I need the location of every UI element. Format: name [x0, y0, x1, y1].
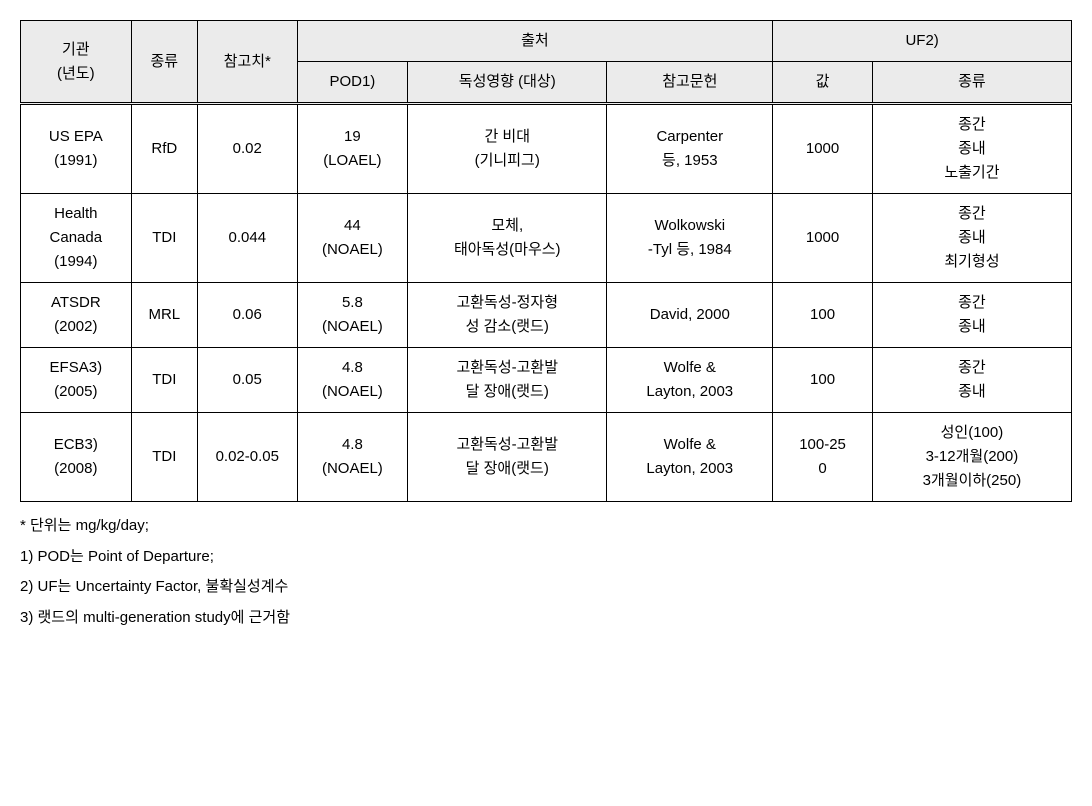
cell-org: EFSA3)(2005) — [21, 348, 132, 413]
header-ufval: 값 — [773, 62, 873, 104]
cell-ufval: 100 — [773, 348, 873, 413]
cell-tox: 간 비대(기니피그) — [408, 104, 607, 194]
header-type: 종류 — [131, 21, 197, 104]
cell-type: TDI — [131, 348, 197, 413]
cell-uftype: 종간종내최기형성 — [872, 194, 1071, 283]
footnote: 3) 랫드의 multi-generation study에 근거함 — [20, 604, 1072, 633]
cell-type: TDI — [131, 413, 197, 502]
table-row: ECB3)(2008) TDI 0.02-0.05 4.8(NOAEL) 고환독… — [21, 413, 1072, 502]
cell-type: MRL — [131, 283, 197, 348]
cell-cite: Wolfe &Layton, 2003 — [607, 413, 773, 502]
cell-org: HealthCanada(1994) — [21, 194, 132, 283]
cell-ref: 0.06 — [198, 283, 298, 348]
header-org: 기관(년도) — [21, 21, 132, 104]
cell-tox: 모체,태아독성(마우스) — [408, 194, 607, 283]
cell-uftype: 종간종내 — [872, 348, 1071, 413]
table-row: HealthCanada(1994) TDI 0.044 44(NOAEL) 모… — [21, 194, 1072, 283]
cell-ref: 0.044 — [198, 194, 298, 283]
header-pod: POD1) — [297, 62, 408, 104]
cell-org: ATSDR(2002) — [21, 283, 132, 348]
cell-pod: 4.8(NOAEL) — [297, 348, 408, 413]
cell-ufval: 1000 — [773, 194, 873, 283]
cell-pod: 5.8(NOAEL) — [297, 283, 408, 348]
cell-type: TDI — [131, 194, 197, 283]
cell-ref: 0.02-0.05 — [198, 413, 298, 502]
table-body: US EPA(1991) RfD 0.02 19(LOAEL) 간 비대(기니피… — [21, 104, 1072, 502]
cell-tox: 고환독성-고환발달 장애(랫드) — [408, 348, 607, 413]
footnote: 2) UF는 Uncertainty Factor, 불확실성계수 — [20, 573, 1072, 602]
table-row: ATSDR(2002) MRL 0.06 5.8(NOAEL) 고환독성-정자형… — [21, 283, 1072, 348]
header-tox: 독성영향 (대상) — [408, 62, 607, 104]
cell-cite: Wolkowski-Tyl 등, 1984 — [607, 194, 773, 283]
cell-cite: Carpenter등, 1953 — [607, 104, 773, 194]
data-table: 기관(년도) 종류 참고치* 출처 UF2) POD1) 독성영향 (대상) 참… — [20, 20, 1072, 502]
cell-cite: David, 2000 — [607, 283, 773, 348]
cell-ufval: 1000 — [773, 104, 873, 194]
table-header: 기관(년도) 종류 참고치* 출처 UF2) POD1) 독성영향 (대상) 참… — [21, 21, 1072, 104]
footnote: * 단위는 mg/kg/day; — [20, 512, 1072, 541]
header-uftype: 종류 — [872, 62, 1071, 104]
cell-uftype: 종간종내노출기간 — [872, 104, 1071, 194]
cell-ref: 0.02 — [198, 104, 298, 194]
header-ref: 참고치* — [198, 21, 298, 104]
cell-pod: 44(NOAEL) — [297, 194, 408, 283]
cell-pod: 4.8(NOAEL) — [297, 413, 408, 502]
cell-ufval: 100-250 — [773, 413, 873, 502]
header-source: 출처 — [297, 21, 773, 62]
table-row: EFSA3)(2005) TDI 0.05 4.8(NOAEL) 고환독성-고환… — [21, 348, 1072, 413]
cell-tox: 고환독성-정자형성 감소(랫드) — [408, 283, 607, 348]
cell-org: US EPA(1991) — [21, 104, 132, 194]
footnotes: * 단위는 mg/kg/day; 1) POD는 Point of Depart… — [20, 512, 1072, 632]
cell-uftype: 종간종내 — [872, 283, 1071, 348]
cell-ufval: 100 — [773, 283, 873, 348]
cell-tox: 고환독성-고환발달 장애(랫드) — [408, 413, 607, 502]
cell-type: RfD — [131, 104, 197, 194]
cell-cite: Wolfe &Layton, 2003 — [607, 348, 773, 413]
cell-pod: 19(LOAEL) — [297, 104, 408, 194]
cell-uftype: 성인(100)3-12개월(200)3개월이하(250) — [872, 413, 1071, 502]
table-row: US EPA(1991) RfD 0.02 19(LOAEL) 간 비대(기니피… — [21, 104, 1072, 194]
header-uf: UF2) — [773, 21, 1072, 62]
header-cite: 참고문헌 — [607, 62, 773, 104]
footnote: 1) POD는 Point of Departure; — [20, 543, 1072, 572]
cell-org: ECB3)(2008) — [21, 413, 132, 502]
cell-ref: 0.05 — [198, 348, 298, 413]
